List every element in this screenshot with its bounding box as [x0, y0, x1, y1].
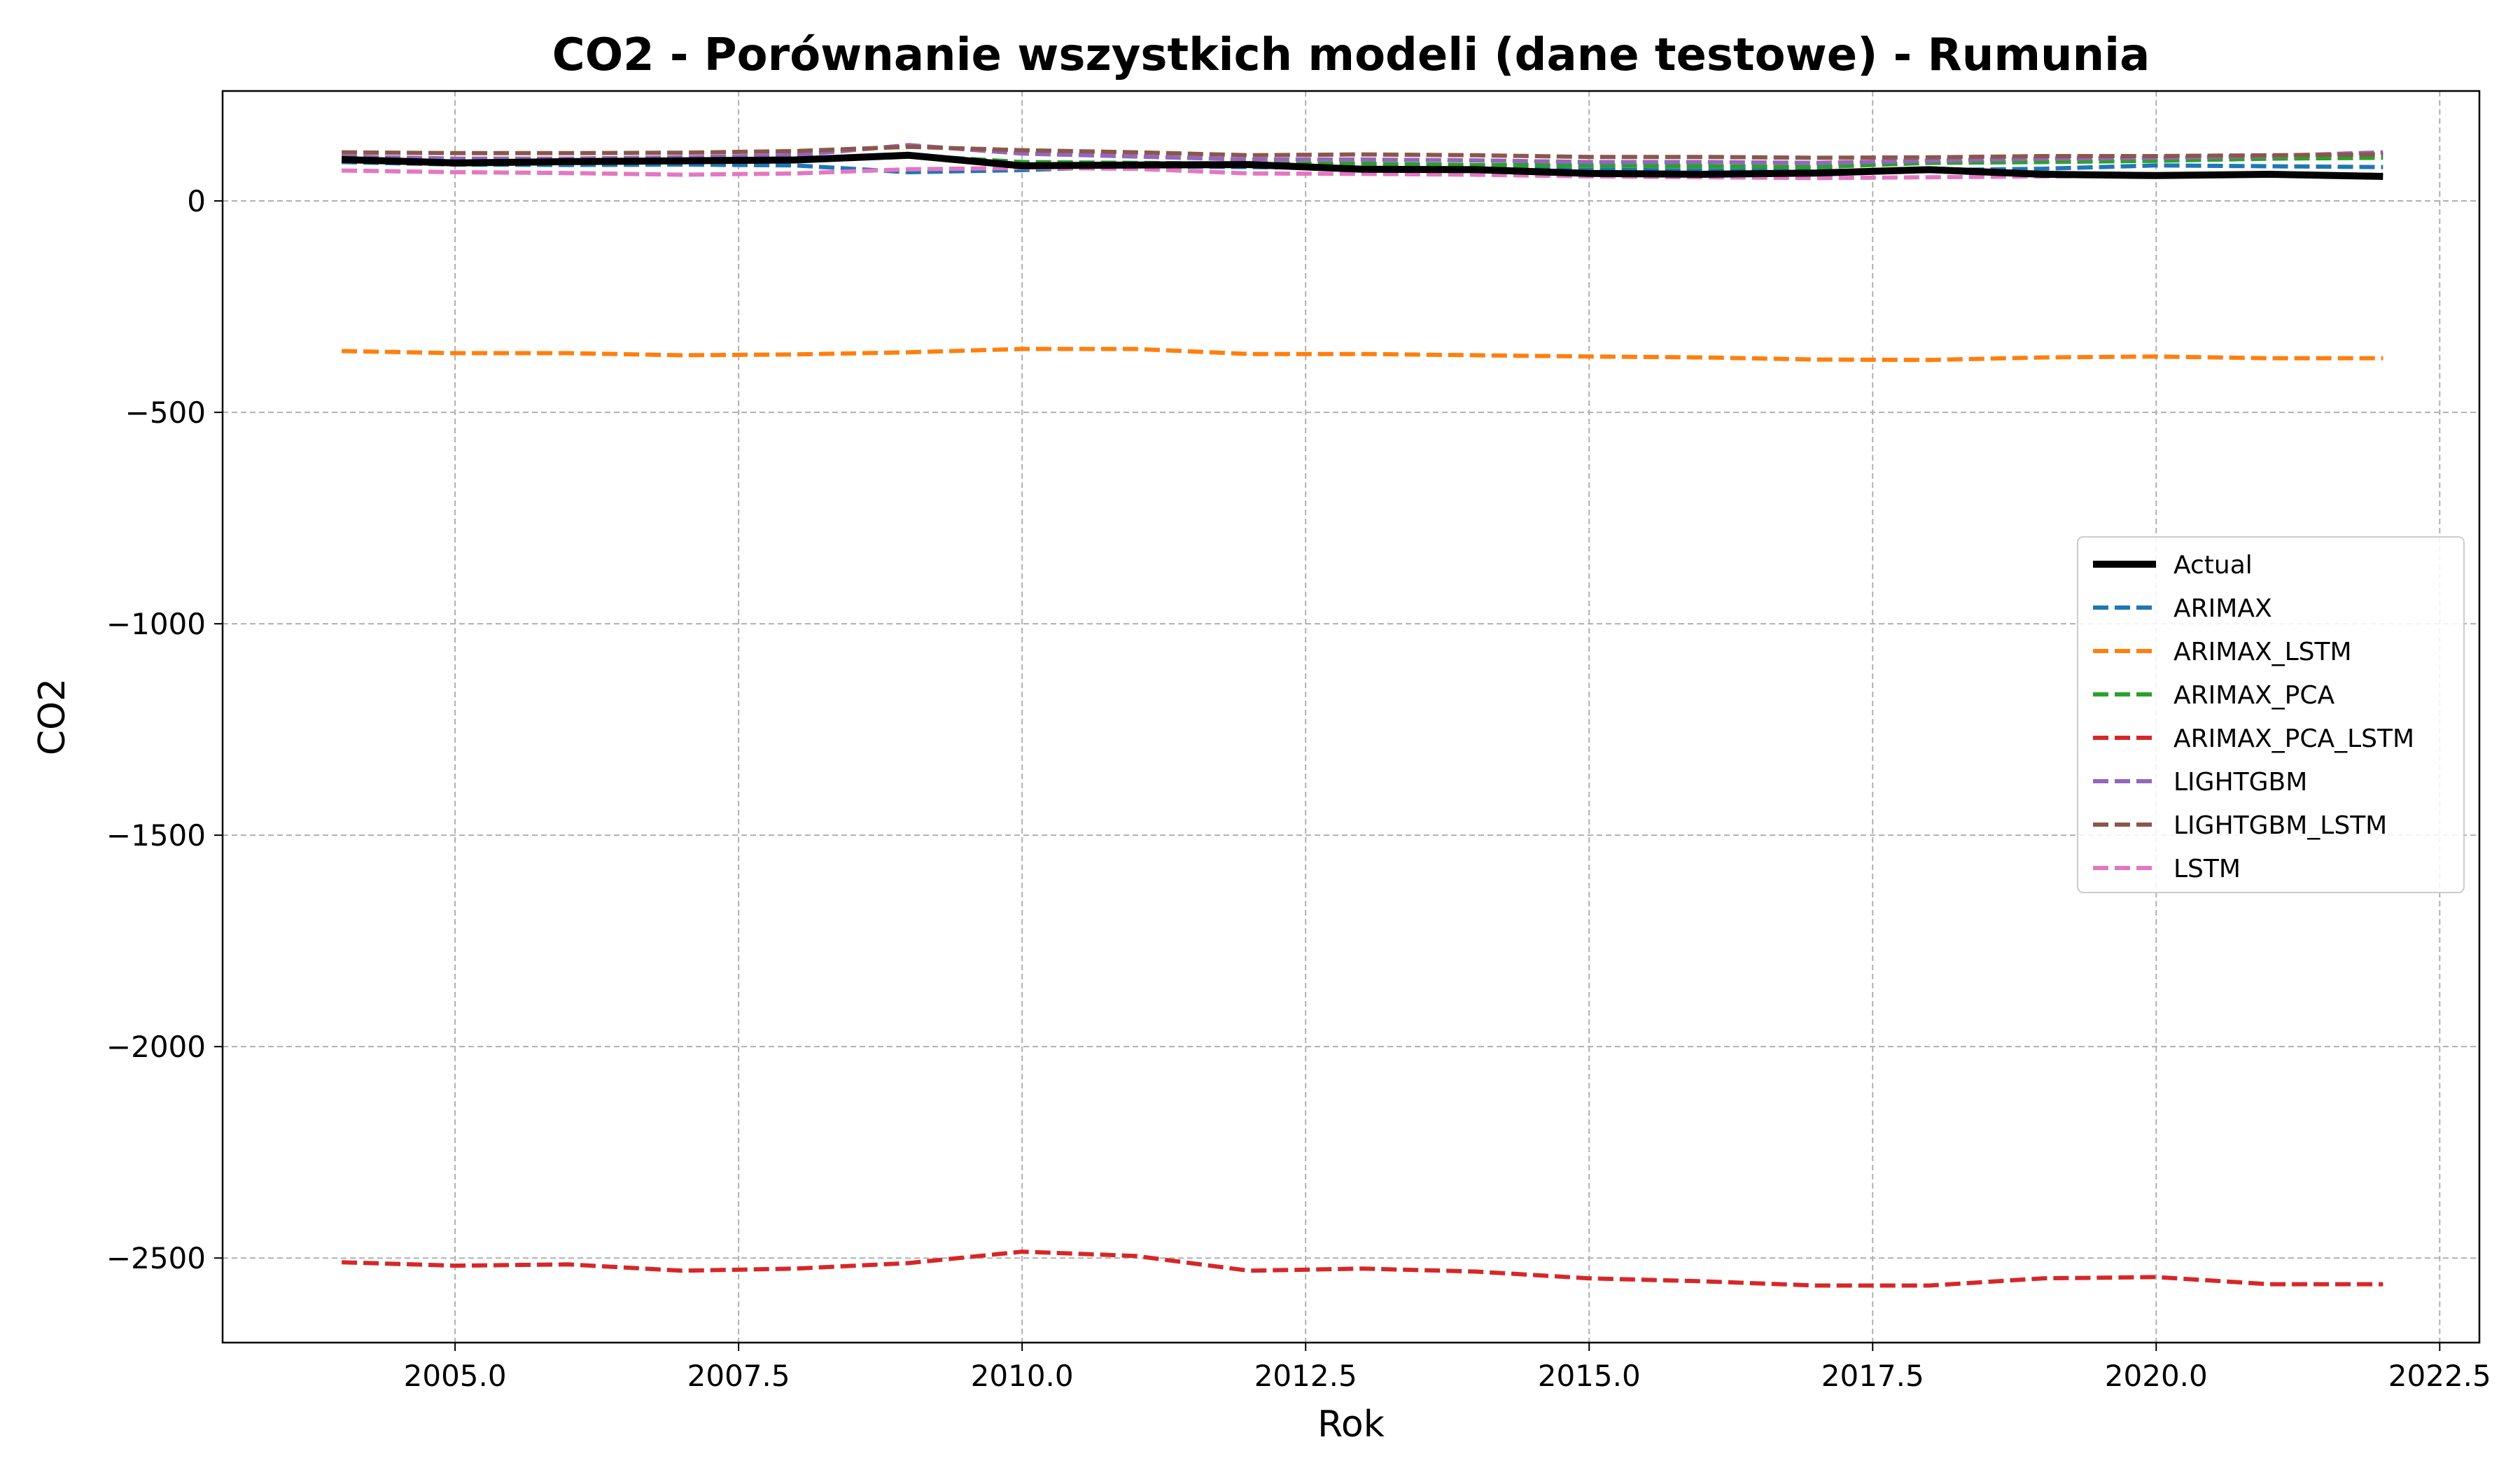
x-tick-label: 2012.5 [1254, 1359, 1357, 1393]
legend-label-actual: Actual [2174, 551, 2253, 580]
y-tick-label: −500 [125, 396, 206, 430]
x-tick-label: 2015.0 [1538, 1359, 1641, 1393]
legend-label-lightgbm-lstm: LIGHTGBM_LSTM [2174, 811, 2387, 840]
y-tick-label: −2500 [106, 1241, 206, 1275]
series-line-actual [341, 151, 2384, 180]
series-line-lightgbm-lstm [342, 144, 2384, 160]
series-line-arimax-lstm [342, 346, 2384, 363]
y-axis-label: CO2 [31, 678, 74, 755]
legend-label-arimax-pca-lstm: ARIMAX_PCA_LSTM [2174, 724, 2414, 753]
legend-label-arimax-pca: ARIMAX_PCA [2174, 681, 2334, 710]
legend-frame [2077, 536, 2465, 893]
y-tick-label: −2000 [106, 1030, 206, 1064]
x-axis: 2005.0 2007.5 2010.0 2012.5 2015.0 2017.5 2020… [404, 1343, 2491, 1393]
x-tick-label: 2020.0 [2105, 1359, 2208, 1393]
y-tick-label: −1000 [106, 607, 206, 641]
x-tick-label: 2010.0 [971, 1359, 1074, 1393]
legend-label-arimax: ARIMAX [2174, 594, 2272, 623]
legend: Actual ARIMAX ARIMAX_LSTM ARIMAX_PCA ARIMAX_… [2077, 536, 2465, 893]
y-axis: 0 −500 −1000 −1500 −2000 −2500 [106, 184, 223, 1275]
y-tick-label: −1500 [106, 818, 206, 853]
legend-label-lightgbm: LIGHTGBM [2174, 768, 2307, 797]
x-tick-label: 2017.5 [1821, 1359, 1924, 1393]
x-tick-label: 2022.5 [2388, 1359, 2491, 1393]
series-layer [341, 143, 2384, 1288]
y-tick-label: 0 [187, 184, 206, 218]
legend-label-lstm: LSTM [2174, 855, 2241, 883]
x-tick-label: 2005.0 [404, 1359, 507, 1393]
chart-title: CO2 - Porównanie wszystkich modeli (dane… [552, 29, 2150, 81]
x-tick-label: 2007.5 [687, 1359, 790, 1393]
x-axis-label: Rok [1317, 1404, 1385, 1446]
legend-label-arimax-lstm: ARIMAX_LSTM [2174, 638, 2352, 666]
plot-frame [221, 90, 2481, 1344]
series-line-arimax-pca-lstm [342, 1250, 2384, 1288]
grid [223, 91, 2479, 1343]
